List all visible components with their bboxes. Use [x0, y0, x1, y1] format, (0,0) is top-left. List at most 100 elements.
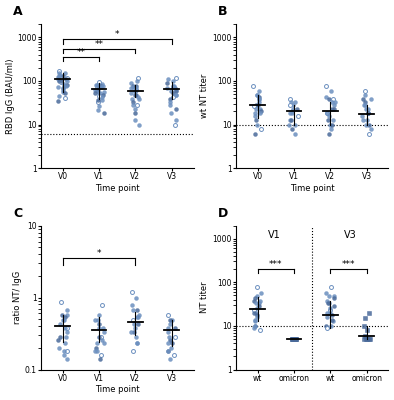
- Point: [95, 86, 101, 92]
- Point: [96, 84, 102, 90]
- Point: [64, 306, 70, 313]
- Point: [252, 318, 258, 324]
- Text: C: C: [13, 207, 22, 220]
- Point: [169, 317, 175, 324]
- Point: [326, 293, 333, 299]
- Point: [292, 99, 299, 105]
- Point: [170, 94, 176, 100]
- Point: [131, 321, 138, 327]
- Point: [168, 88, 175, 94]
- Point: [256, 96, 262, 102]
- Point: [129, 289, 136, 296]
- Y-axis label: RBD IgG (BAU/ml): RBD IgG (BAU/ml): [6, 58, 15, 134]
- Point: [165, 329, 171, 335]
- Point: [287, 102, 293, 108]
- Point: [56, 321, 63, 327]
- X-axis label: Time point: Time point: [95, 386, 139, 394]
- Point: [96, 311, 102, 318]
- Text: A: A: [13, 5, 23, 18]
- Point: [92, 90, 98, 96]
- Point: [64, 82, 70, 88]
- Point: [287, 110, 294, 116]
- Point: [292, 121, 298, 128]
- Point: [331, 295, 337, 302]
- Y-axis label: ratio NT/ IgG: ratio NT/ IgG: [13, 271, 22, 324]
- Point: [132, 116, 138, 123]
- Point: [292, 131, 298, 137]
- Y-axis label: wt NT titer: wt NT titer: [201, 74, 210, 118]
- Point: [100, 92, 106, 98]
- Point: [56, 68, 63, 74]
- Point: [168, 110, 174, 116]
- Point: [368, 126, 374, 132]
- Point: [256, 88, 262, 94]
- Point: [56, 78, 62, 85]
- Point: [251, 325, 258, 331]
- Point: [64, 324, 70, 331]
- Point: [134, 74, 141, 81]
- Point: [362, 102, 368, 108]
- Point: [165, 348, 171, 354]
- Point: [329, 121, 335, 128]
- Point: [134, 78, 140, 84]
- Point: [332, 99, 338, 105]
- Point: [170, 90, 177, 96]
- Point: [258, 108, 265, 114]
- Point: [58, 78, 64, 84]
- Point: [172, 324, 178, 331]
- Point: [64, 356, 71, 362]
- Point: [98, 84, 104, 90]
- Point: [133, 82, 139, 89]
- Point: [63, 348, 70, 354]
- Point: [167, 356, 174, 362]
- Point: [360, 96, 366, 102]
- Point: [59, 311, 65, 318]
- Y-axis label: NT titer: NT titer: [201, 282, 210, 313]
- Point: [324, 110, 330, 116]
- Point: [324, 310, 330, 316]
- Point: [364, 336, 370, 342]
- Point: [258, 126, 264, 132]
- Point: [55, 336, 61, 343]
- Point: [94, 340, 100, 347]
- Point: [60, 73, 66, 79]
- Point: [289, 110, 296, 116]
- Point: [172, 85, 178, 91]
- Point: [165, 340, 171, 347]
- Point: [255, 94, 262, 100]
- Point: [100, 88, 107, 95]
- Point: [256, 327, 263, 333]
- Point: [63, 83, 69, 89]
- Point: [325, 300, 331, 306]
- Point: [55, 76, 61, 83]
- X-axis label: Time point: Time point: [290, 184, 335, 193]
- Point: [172, 334, 178, 340]
- Point: [97, 356, 103, 362]
- Point: [366, 336, 373, 342]
- Point: [99, 96, 105, 103]
- Point: [55, 98, 61, 104]
- Point: [252, 112, 258, 119]
- Point: [130, 348, 137, 354]
- Text: V3: V3: [344, 230, 357, 240]
- Point: [133, 85, 139, 91]
- Point: [130, 102, 136, 108]
- Point: [254, 312, 260, 318]
- Text: B: B: [217, 5, 227, 18]
- Point: [331, 303, 337, 310]
- Point: [132, 324, 139, 331]
- Point: [254, 284, 260, 290]
- Point: [95, 92, 102, 99]
- Point: [132, 110, 139, 116]
- Point: [170, 82, 177, 89]
- Point: [136, 311, 142, 318]
- Point: [250, 103, 256, 110]
- Point: [292, 336, 298, 342]
- Point: [328, 316, 335, 323]
- Point: [135, 314, 141, 320]
- Point: [368, 96, 374, 102]
- Point: [328, 88, 335, 94]
- Point: [293, 336, 299, 342]
- Point: [94, 85, 100, 92]
- X-axis label: Time point: Time point: [95, 184, 139, 193]
